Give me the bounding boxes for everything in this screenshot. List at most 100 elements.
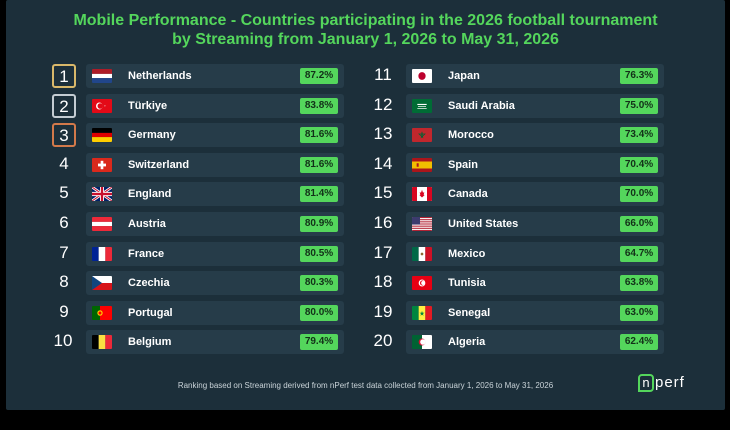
chart-title: Mobile Performance - Countries participa… [6, 11, 725, 49]
rank-number: 13 [373, 124, 393, 144]
score-badge: 75.0% [620, 97, 658, 114]
rank-number: 17 [373, 242, 393, 262]
ranking-row: 9 Portugal 80.0% [52, 300, 352, 325]
country-name: Belgium [128, 336, 172, 349]
country-name: Saudi Arabia [448, 99, 515, 112]
subtitle-line: by Streaming from January 1, 2026 to May… [172, 31, 559, 48]
rank-number: 12 [373, 94, 393, 114]
score-badge: 80.0% [300, 304, 338, 321]
score-badge: 70.0% [620, 186, 658, 203]
country-name: Türkiye [128, 99, 168, 112]
england-flag [92, 187, 112, 202]
rank-number: 19 [373, 301, 393, 321]
rank-number: 8 [59, 272, 69, 292]
france-flag [92, 246, 112, 261]
nperf-logo: n perf [638, 373, 685, 393]
score-badge: 64.7% [620, 245, 658, 262]
title-line: Mobile Performance - Countries participa… [73, 12, 658, 29]
country-name: Algeria [448, 336, 486, 349]
mexico-flag [412, 246, 432, 261]
ranking-row: 15 Canada 70.0% [372, 182, 672, 207]
ranking-bar: Algeria 62.4% [406, 330, 664, 355]
czechia-flag [92, 276, 112, 291]
morocco-flag [412, 128, 432, 143]
senegal-flag [412, 305, 432, 320]
score-badge: 63.0% [620, 304, 658, 321]
country-name: Morocco [448, 129, 494, 142]
ranking-row: 14 Spain 70.4% [372, 152, 672, 177]
ranking-row: 7 France 80.5% [52, 241, 352, 266]
country-name: Senegal [448, 306, 491, 319]
rank-number: 9 [59, 301, 69, 321]
ranking-bar: Spain 70.4% [406, 152, 664, 177]
netherlands-flag [92, 69, 112, 83]
ranking-row: 12 Saudi Arabia 75.0% [372, 93, 672, 118]
country-name: Switzerland [128, 158, 190, 171]
switzerland-flag [92, 157, 112, 172]
united-states-flag [412, 216, 432, 231]
rank-number: 3 [52, 123, 76, 148]
ranking-bar: Germany 81.6% [86, 123, 344, 148]
ranking-bar: Senegal 63.0% [406, 300, 664, 325]
rank-number: 7 [59, 242, 69, 262]
ranking-row: 8 Czechia 80.3% [52, 271, 352, 296]
portugal-flag [92, 305, 112, 320]
ranking-row: 13 Morocco 73.4% [372, 123, 672, 148]
ranking-bar: France 80.5% [86, 241, 344, 266]
country-name: France [128, 247, 165, 260]
ranking-column-left: 1 Netherlands 87.2% 2 Türkiye 83.8% 3 Germany 81… [52, 64, 352, 360]
ranking-bar: Türkiye 83.8% [86, 93, 344, 118]
saudi-arabia-flag [412, 98, 432, 113]
ranking-row: 16 United States 66.0% [372, 211, 672, 236]
rank-number: 1 [52, 64, 76, 88]
rank-number: 4 [59, 153, 69, 173]
ranking-bar: England 81.4% [86, 182, 344, 207]
country-name: United States [448, 217, 519, 230]
ranking-bar: Austria 80.9% [86, 211, 344, 236]
rank-number: 14 [373, 153, 393, 173]
score-badge: 81.4% [300, 186, 338, 203]
ranking-row: 5 England 81.4% [52, 182, 352, 207]
score-badge: 63.8% [620, 275, 658, 292]
ranking-column-right: 11 Japan 76.3% 12 Saudi Arabia 75.0% 13 Morocco… [372, 64, 672, 360]
score-badge: 87.2% [300, 68, 338, 84]
country-name: Germany [128, 129, 176, 142]
infographic-panel: Mobile Performance - Countries participa… [6, 0, 725, 410]
rank-number: 16 [373, 212, 393, 232]
rank-number: 15 [373, 183, 393, 203]
rank-number: 6 [59, 212, 69, 232]
score-badge: 81.6% [300, 156, 338, 173]
ranking-bar: Japan 76.3% [406, 64, 664, 88]
canada-flag [412, 187, 432, 202]
ranking-bar: United States 66.0% [406, 211, 664, 236]
austria-flag [92, 216, 112, 231]
country-name: Spain [448, 158, 478, 171]
ranking-row: 20 Algeria 62.4% [372, 330, 672, 355]
ranking-bar: Morocco 73.4% [406, 123, 664, 148]
country-name: Mexico [448, 247, 486, 260]
rank-number: 20 [373, 331, 393, 351]
ranking-row: 18 Tunisia 63.8% [372, 271, 672, 296]
ranking-bar: Saudi Arabia 75.0% [406, 93, 664, 118]
country-name: Netherlands [128, 70, 192, 82]
japan-flag [412, 69, 432, 83]
score-badge: 80.5% [300, 245, 338, 262]
rank-number: 10 [53, 331, 73, 351]
spain-flag [412, 157, 432, 172]
rank-number: 2 [52, 93, 76, 118]
country-name: Portugal [128, 306, 173, 319]
ranking-bar: Belgium 79.4% [86, 330, 344, 355]
rank-number: 5 [59, 183, 69, 203]
ranking-row: 19 Senegal 63.0% [372, 300, 672, 325]
score-badge: 80.9% [300, 215, 338, 232]
country-name: Canada [448, 188, 488, 201]
ranking-row: 1 Netherlands 87.2% [52, 64, 352, 88]
footnote: Ranking based on Streaming derived from … [177, 381, 554, 390]
ranking-row: 11 Japan 76.3% [372, 64, 672, 88]
score-badge: 66.0% [620, 215, 658, 232]
ranking-row: 6 Austria 80.9% [52, 211, 352, 236]
score-badge: 81.6% [300, 127, 338, 144]
score-badge: 79.4% [300, 334, 338, 351]
belgium-flag [92, 335, 112, 350]
ranking-bar: Netherlands 87.2% [86, 64, 344, 88]
